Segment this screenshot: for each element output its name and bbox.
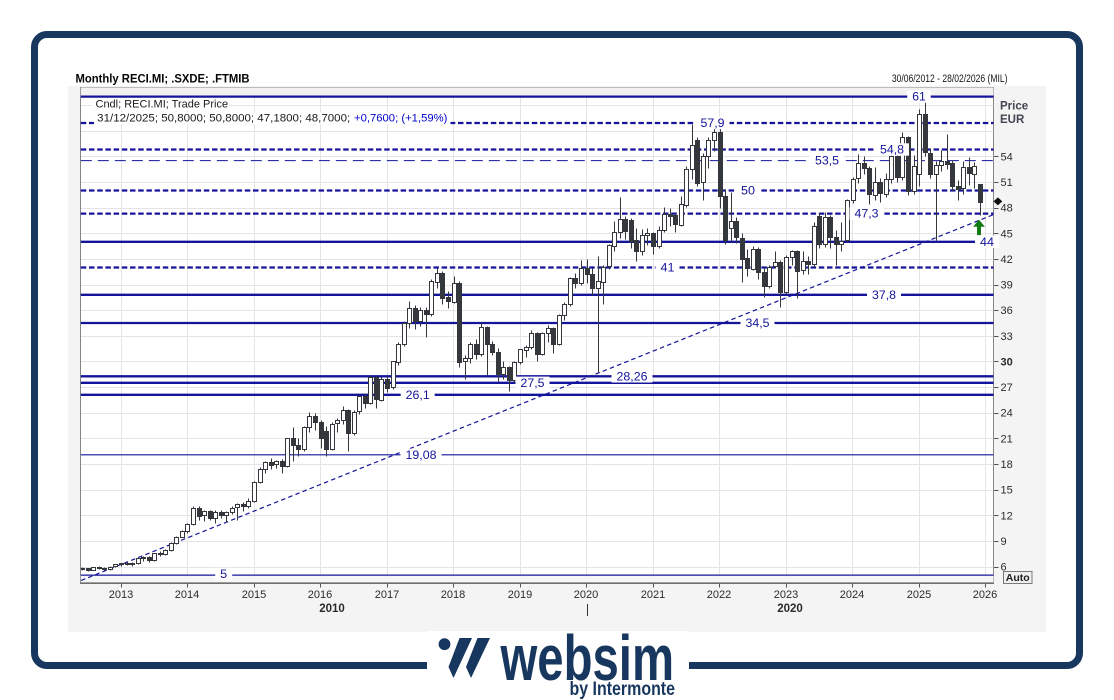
svg-text:2020: 2020 (574, 589, 598, 601)
svg-text:Price: Price (1000, 101, 1028, 113)
svg-text:Auto: Auto (1006, 572, 1030, 584)
svg-text:2020: 2020 (777, 603, 803, 615)
svg-text:2025: 2025 (907, 589, 931, 601)
svg-text:39: 39 (1001, 280, 1013, 292)
svg-text:28,26: 28,26 (617, 371, 648, 383)
svg-text:37,8: 37,8 (872, 290, 896, 302)
svg-text:2024: 2024 (840, 589, 864, 601)
svg-text:24: 24 (1001, 408, 1013, 420)
svg-text:61: 61 (912, 92, 926, 104)
svg-text:34,5: 34,5 (746, 318, 770, 330)
svg-text:47,3: 47,3 (855, 209, 879, 221)
svg-text:9: 9 (1001, 536, 1007, 548)
svg-text:44: 44 (980, 237, 995, 249)
svg-text:12: 12 (1001, 510, 1013, 522)
svg-text:15: 15 (1001, 485, 1013, 497)
svg-text:36: 36 (1001, 305, 1013, 317)
svg-text:2015: 2015 (242, 589, 266, 601)
svg-text:54,8: 54,8 (880, 145, 904, 157)
svg-text:21: 21 (1001, 433, 1013, 445)
svg-text:53,5: 53,5 (815, 156, 839, 168)
svg-text:30/06/2012 - 28/02/2026 (MIL): 30/06/2012 - 28/02/2026 (MIL) (892, 73, 1008, 85)
svg-text:45: 45 (1001, 228, 1013, 240)
svg-text:EUR: EUR (1000, 114, 1025, 126)
svg-text:27,5: 27,5 (521, 378, 545, 390)
svg-text:websim: websim (500, 622, 674, 694)
svg-text:2016: 2016 (308, 589, 332, 601)
svg-text:Monthly RECI.MI; .SXDE; .FTMIB: Monthly RECI.MI; .SXDE; .FTMIB (76, 74, 250, 86)
svg-text:2013: 2013 (109, 589, 133, 601)
svg-text:2026: 2026 (973, 589, 997, 601)
svg-text:54: 54 (1001, 151, 1013, 163)
svg-text:2021: 2021 (641, 589, 665, 601)
svg-text:2018: 2018 (441, 589, 465, 601)
svg-text:31/12/2025; 50,8000; 50,8000;: 31/12/2025; 50,8000; 50,8000; 47,1800; 4… (97, 113, 350, 125)
svg-text:57,9: 57,9 (701, 118, 725, 130)
svg-text:27: 27 (1001, 382, 1013, 394)
svg-text:Cndl; RECI.MI; Trade Price: Cndl; RECI.MI; Trade Price (96, 99, 229, 111)
svg-text:5: 5 (220, 569, 227, 581)
svg-text:50: 50 (741, 186, 755, 198)
svg-text:19,08: 19,08 (406, 450, 437, 462)
svg-text:2019: 2019 (508, 589, 532, 601)
svg-text:+0,7600; (+1,59%): +0,7600; (+1,59%) (354, 113, 447, 125)
svg-text:18: 18 (1001, 459, 1013, 471)
svg-text:48: 48 (1001, 203, 1013, 215)
svg-text:2017: 2017 (375, 589, 399, 601)
svg-text:2022: 2022 (707, 589, 731, 601)
svg-text:26,1: 26,1 (406, 390, 430, 402)
svg-text:6: 6 (1001, 562, 1007, 574)
svg-text:30: 30 (1001, 356, 1013, 368)
svg-text:33: 33 (1001, 331, 1013, 343)
svg-text:2010: 2010 (319, 603, 345, 615)
svg-text:42: 42 (1001, 254, 1013, 266)
svg-text:41: 41 (661, 263, 675, 275)
svg-text:2014: 2014 (175, 589, 199, 601)
svg-text:by Intermonte: by Intermonte (570, 679, 676, 700)
svg-text:51: 51 (1001, 177, 1013, 189)
svg-text:2023: 2023 (774, 589, 798, 601)
